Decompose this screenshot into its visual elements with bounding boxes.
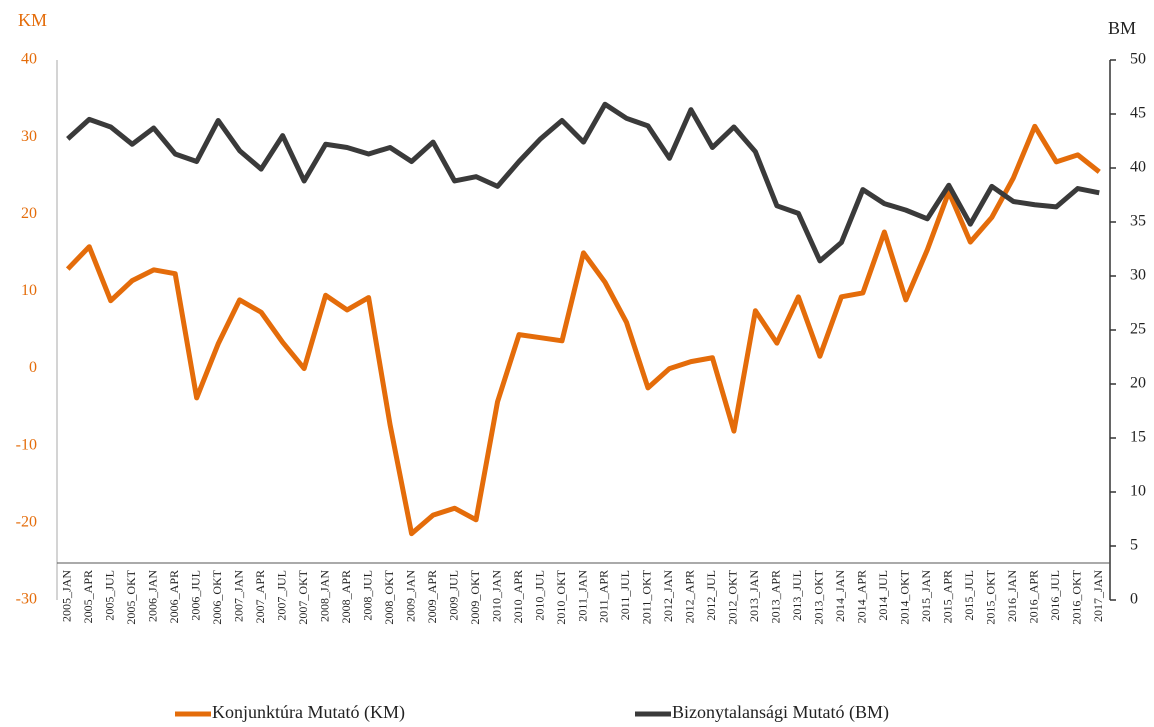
y2-tick-label: 15: [1130, 429, 1146, 446]
x-tick-label: 2016_OKT: [1070, 569, 1084, 624]
x-tick-label: 2014_JAN: [833, 570, 847, 622]
x-tick-label: 2005_APR: [81, 570, 95, 623]
x-tick-label: 2008_APR: [339, 570, 353, 623]
x-tick-label: 2013_APR: [769, 570, 783, 623]
y2-tick-label: 0: [1130, 591, 1138, 608]
y2-axis-title: BM: [1108, 18, 1136, 38]
x-tick-label: 2011_JUL: [618, 570, 632, 620]
x-tick-label: 2009_OKT: [468, 569, 482, 624]
y-tick-label: -10: [16, 436, 37, 453]
x-tick-label: 2012_JAN: [661, 570, 675, 622]
y-tick-label: 30: [21, 128, 37, 145]
series-line: [65, 123, 1101, 537]
x-tick-label: 2015_OKT: [984, 569, 998, 624]
y-axis-title: KM: [18, 10, 47, 30]
x-tick-label: 2016_APR: [1027, 570, 1041, 623]
x-tick-label: 2007_JAN: [231, 570, 245, 622]
x-tick-label: 2017_JAN: [1091, 570, 1105, 622]
legend-label: Konjunktúra Mutató (KM): [212, 702, 405, 723]
x-tick-label: 2012_JUL: [704, 570, 718, 621]
y2-tick-label: 25: [1130, 321, 1146, 338]
x-tick-label: 2010_JUL: [532, 570, 546, 621]
y2-tick-label: 35: [1130, 213, 1146, 230]
series-line: [66, 101, 1100, 264]
x-tick-label: 2011_APR: [597, 570, 611, 623]
x-tick-label: 2010_APR: [511, 570, 525, 623]
x-tick-label: 2008_JUL: [360, 570, 374, 621]
y2-tick-label: 40: [1130, 159, 1146, 176]
x-tick-label: 2009_JUL: [446, 570, 460, 621]
y-tick-label: 10: [21, 282, 37, 299]
y-tick-label: 20: [21, 205, 37, 222]
x-tick-label: 2015_JAN: [919, 570, 933, 622]
x-tick-label: 2012_APR: [683, 570, 697, 623]
y2-tick-label: 30: [1130, 267, 1146, 284]
x-tick-label: 2011_OKT: [640, 569, 654, 624]
x-tick-label: 2016_JUL: [1048, 570, 1062, 621]
x-tick-label: 2012_OKT: [726, 569, 740, 624]
x-tick-label: 2007_OKT: [296, 569, 310, 624]
y2-tick-label: 20: [1130, 375, 1146, 392]
x-tick-label: 2009_JAN: [403, 570, 417, 622]
legend-label: Bizonytalansági Mutató (BM): [672, 702, 889, 723]
x-tick-label: 2010_JAN: [489, 570, 503, 622]
x-tick-label: 2006_JUL: [188, 570, 202, 621]
x-tick-label: 2008_JAN: [317, 570, 331, 622]
y-tick-label: -20: [16, 514, 37, 531]
x-tick-label: 2013_JAN: [747, 570, 761, 622]
x-tick-label: 2008_OKT: [382, 569, 396, 624]
x-tick-label: 2014_JUL: [876, 570, 890, 621]
x-tick-label: 2005_OKT: [124, 569, 138, 624]
y2-tick-label: 10: [1130, 483, 1146, 500]
x-tick-label: 2006_JAN: [145, 570, 159, 622]
y2-tick-label: 45: [1130, 105, 1146, 122]
x-tick-label: 2006_APR: [167, 570, 181, 623]
x-tick-label: 2013_JUL: [790, 570, 804, 621]
x-tick-label: 2011_JAN: [575, 570, 589, 622]
x-tick-label: 2015_JUL: [962, 570, 976, 621]
y2-tick-label: 50: [1130, 51, 1146, 68]
y2-tick-label: 5: [1130, 537, 1138, 554]
x-tick-label: 2005_JUL: [102, 570, 116, 621]
x-tick-label: 2007_JUL: [274, 570, 288, 621]
x-tick-label: 2007_APR: [253, 570, 267, 623]
x-tick-label: 2005_JAN: [59, 570, 73, 622]
y-tick-label: 40: [21, 51, 37, 68]
y-tick-label: 0: [29, 359, 37, 376]
x-tick-label: 2016_JAN: [1005, 570, 1019, 622]
x-tick-label: 2009_APR: [425, 570, 439, 623]
x-tick-label: 2014_OKT: [898, 569, 912, 624]
x-tick-label: 2010_OKT: [554, 569, 568, 624]
x-tick-label: 2014_APR: [855, 570, 869, 623]
x-tick-label: 2006_OKT: [210, 569, 224, 624]
x-tick-label: 2013_OKT: [812, 569, 826, 624]
x-tick-label: 2015_APR: [941, 570, 955, 623]
y-tick-label: -30: [16, 591, 37, 608]
